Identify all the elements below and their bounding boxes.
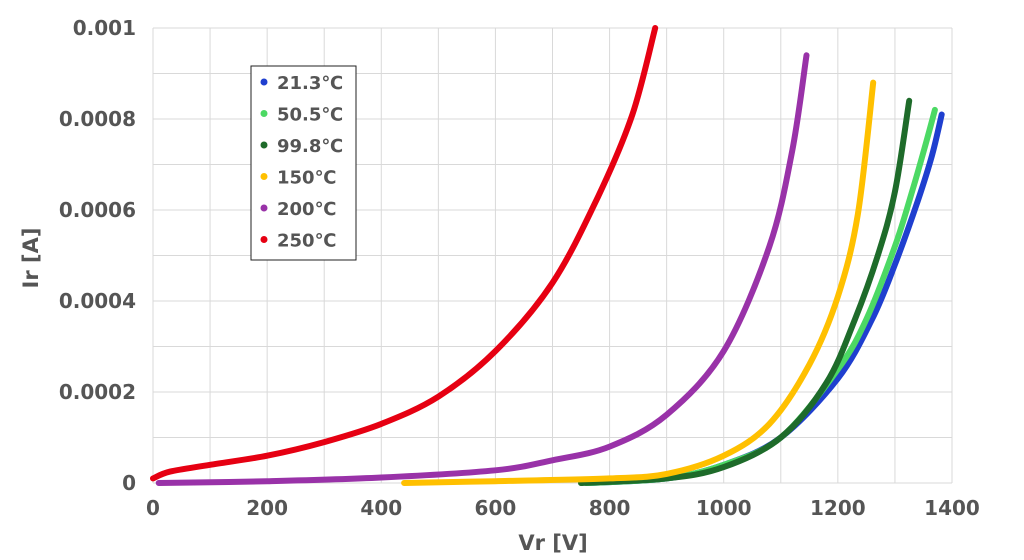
legend: 21.3℃ 50.5℃ 99.8℃ 150℃ 200℃ 250℃ (250, 65, 357, 261)
x-axis-title: Vr [V] (518, 531, 587, 555)
legend-entry-5: 250℃ (277, 231, 336, 252)
series-line-2 (578, 97, 913, 486)
x-tick-labels: 0 200 400 600 800 1000 1200 1400 (146, 496, 980, 520)
legend-entry-2: 99.8℃ (277, 136, 343, 157)
x-tick-label: 600 (475, 496, 517, 520)
legend-marker-5 (260, 236, 268, 243)
legend-marker-3 (260, 173, 268, 180)
series-line-5 (150, 25, 659, 482)
x-tick-label: 1000 (696, 496, 752, 520)
x-tick-label: 400 (360, 496, 402, 520)
series-line-4 (155, 52, 810, 486)
y-tick-label: 0.001 (73, 16, 136, 40)
legend-entry-0: 21.3℃ (277, 73, 343, 94)
x-tick-label: 200 (246, 496, 288, 520)
legend-marker-4 (260, 204, 268, 212)
legend-marker-0 (260, 78, 268, 86)
y-tick-label: 0 (122, 471, 136, 495)
y-tick-label: 0.0008 (59, 107, 136, 131)
x-tick-label: 1400 (924, 496, 980, 520)
x-tick-label: 800 (589, 496, 631, 520)
y-tick-label: 0.0004 (59, 289, 136, 313)
y-tick-label: 0.0002 (59, 380, 136, 404)
legend-marker-2 (260, 141, 268, 149)
x-tick-label: 1200 (810, 496, 866, 520)
y-tick-label: 0.0006 (59, 198, 136, 222)
legend-entry-1: 50.5℃ (277, 105, 343, 126)
series-lines (150, 25, 945, 486)
legend-entry-4: 200℃ (277, 199, 336, 220)
x-tick-label: 0 (146, 496, 160, 520)
y-axis-title: Ir [A] (19, 228, 43, 289)
series-line-3 (401, 79, 877, 486)
legend-entry-3: 150℃ (277, 168, 336, 189)
legend-marker-1 (260, 110, 268, 117)
y-tick-labels: 0 0.0002 0.0004 0.0006 0.0008 0.001 (59, 16, 136, 495)
legend-box (250, 65, 357, 261)
